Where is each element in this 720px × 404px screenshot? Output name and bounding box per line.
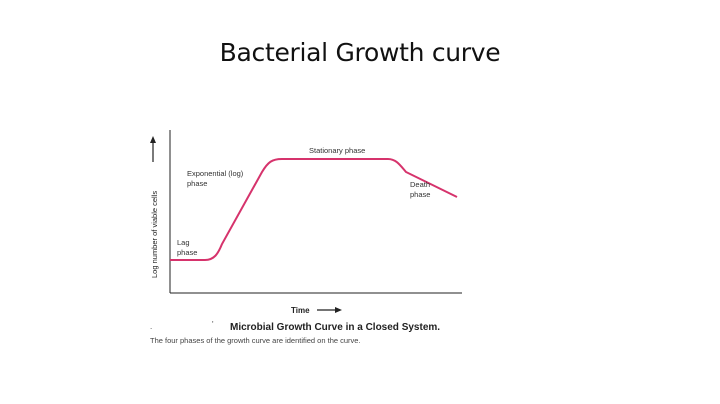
y-axis-arrowhead-icon [150,136,156,143]
caption-marker: ' [212,320,214,329]
lag-phase-label-line1: Lag [177,238,190,247]
x-axis-label: Time [291,306,310,315]
figure-caption-title: Microbial Growth Curve in a Closed Syste… [230,322,441,333]
lag-phase-label: Lag phase [177,238,197,257]
exponential-phase-label: Exponential (log) phase [187,169,245,188]
stationary-phase-label: Stationary phase [309,146,365,155]
lag-phase-label-line2: phase [177,248,197,257]
exponential-phase-label-line1: Exponential (log) [187,169,244,178]
figure-caption-text: The four phases of the growth curve are … [150,336,361,345]
caption-leading-dots: . [150,322,153,331]
slide-title: Bacterial Growth curve [219,38,501,67]
death-phase-label-line1: Death [410,180,430,189]
exponential-phase-label-line2: phase [187,179,207,188]
death-phase-label: Death phase [410,180,432,199]
y-axis-label: Log number of viable cells [150,191,159,278]
death-phase-label-line2: phase [410,190,430,199]
growth-curve-line [170,158,458,261]
x-axis-title: Time [291,306,342,315]
y-axis-title: Log number of viable cells [150,136,159,278]
stationary-phase-label-line1: Stationary phase [309,146,365,155]
x-axis-arrowhead-icon [335,307,342,313]
